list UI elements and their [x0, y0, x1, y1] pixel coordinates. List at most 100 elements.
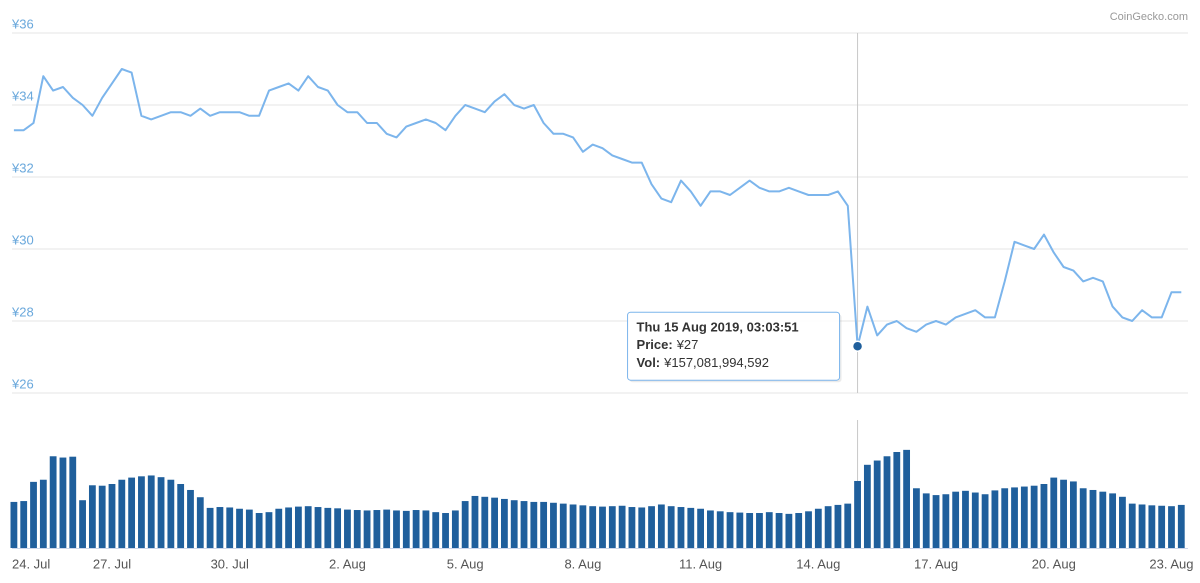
volume-bar	[1119, 496, 1126, 548]
volume-bar	[550, 502, 557, 548]
volume-bar	[236, 508, 243, 548]
volume-bar	[79, 500, 86, 548]
x-tick-label: 24. Jul	[12, 556, 50, 571]
volume-bar	[1099, 491, 1107, 548]
volume-bar	[883, 456, 891, 548]
x-tick-label: 11. Aug	[679, 556, 722, 571]
volume-bar	[442, 513, 449, 548]
volume-bar	[569, 504, 577, 548]
volume-bar	[1089, 489, 1097, 548]
volume-bar	[226, 507, 234, 548]
volume-bar	[69, 456, 77, 548]
volume-bar	[422, 510, 430, 548]
volume-bar	[275, 508, 283, 548]
volume-bar	[461, 501, 469, 548]
volume-bar	[1128, 503, 1136, 548]
volume-bar	[1168, 506, 1175, 548]
volume-bar	[1079, 488, 1087, 548]
volume-bar	[1158, 505, 1166, 548]
volume-bar	[20, 501, 28, 548]
volume-bar	[707, 510, 714, 548]
volume-bar	[579, 505, 587, 548]
volume-bar	[451, 510, 459, 548]
tooltip-value: ¥157,081,994,592	[663, 356, 769, 371]
volume-bar	[196, 497, 204, 548]
volume-bar	[932, 495, 940, 548]
volume-bar	[805, 511, 812, 548]
volume-bar	[873, 460, 881, 548]
volume-bar	[618, 505, 626, 548]
volume-bar	[962, 490, 969, 548]
x-tick-label: 27. Jul	[93, 556, 131, 571]
volume-bar	[216, 507, 224, 548]
volume-bar	[334, 508, 342, 548]
volume-bar	[1011, 487, 1018, 548]
volume-bar	[893, 452, 901, 548]
volume-bar	[726, 512, 734, 548]
volume-bar	[687, 507, 695, 548]
volume-bar	[1148, 505, 1156, 548]
volume-bar	[157, 477, 165, 548]
volume-bar	[667, 506, 675, 548]
volume-bar	[765, 512, 773, 548]
tooltip-row: Vol: ¥157,081,994,592	[637, 356, 769, 371]
volume-bar	[628, 507, 636, 548]
tooltip: Thu 15 Aug 2019, 03:03:51 Price: ¥27 Vol: ¥1…	[627, 311, 842, 383]
volume-bar	[373, 510, 381, 548]
volume-bar	[971, 492, 979, 548]
volume-bar	[952, 491, 960, 548]
x-tick-label: 2. Aug	[329, 556, 366, 571]
tooltip-box	[627, 311, 841, 381]
volume-bar	[638, 507, 646, 548]
volume-bar	[540, 501, 548, 548]
x-tick-label: 23. Aug	[1149, 556, 1193, 571]
x-tick-label: 14. Aug	[796, 556, 840, 571]
volume-bar	[1020, 486, 1028, 548]
volume-bar	[510, 500, 518, 548]
volume-bar	[363, 510, 371, 548]
tooltip-title: Thu 15 Aug 2019, 03:03:51	[637, 320, 799, 335]
volume-bar	[501, 498, 508, 548]
volume-bar	[991, 490, 999, 548]
volume-bar	[981, 494, 989, 548]
volume-bar	[481, 496, 489, 548]
credit: CoinGecko.com	[1110, 11, 1188, 23]
volume-bar	[785, 513, 793, 548]
tooltip-label: Price:	[637, 338, 673, 353]
volume-bar	[314, 507, 322, 548]
volume-bar	[520, 501, 528, 548]
volume-bar	[30, 481, 37, 548]
volume-bar	[834, 504, 842, 548]
volume-bar	[383, 509, 391, 548]
volume-bar	[265, 512, 273, 548]
volume-bar	[412, 510, 420, 548]
volume-bar	[530, 501, 538, 548]
volume-bar	[657, 504, 665, 548]
volume-bar	[39, 479, 47, 548]
volume-bar	[294, 506, 302, 548]
volume-bar	[59, 457, 67, 548]
volume-bar	[736, 512, 744, 548]
volume-bar	[903, 449, 911, 548]
volume-bar	[353, 510, 361, 548]
volume-bar	[177, 484, 185, 548]
volume-bar	[147, 475, 155, 548]
volume-bar	[756, 513, 763, 548]
volume-bar	[285, 507, 292, 548]
x-tick-label: 8. Aug	[564, 556, 601, 571]
volume-bar	[922, 493, 930, 548]
volume-bar	[98, 485, 106, 548]
y-tick-label: ¥26	[11, 376, 34, 391]
volume-bar	[913, 488, 920, 548]
volume-bar	[844, 503, 852, 548]
tooltip-row: Price: ¥27	[637, 338, 699, 353]
volume-bar	[138, 476, 145, 548]
volume-bar	[716, 511, 724, 548]
x-tick-label: 17. Aug	[914, 556, 958, 571]
volume-bar	[1177, 504, 1185, 548]
y-tick-label: ¥34	[11, 88, 34, 103]
x-tick-label: 5. Aug	[447, 556, 484, 571]
volume-bar	[746, 513, 754, 548]
volume-bar	[814, 508, 822, 548]
